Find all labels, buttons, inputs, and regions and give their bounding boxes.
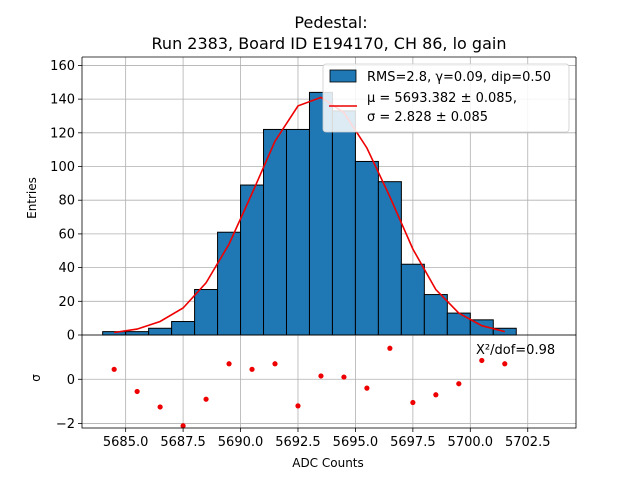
chart-title: Pedestal:	[294, 13, 367, 32]
histogram-bar-14	[423, 294, 448, 336]
legend: RMS=2.8, γ=0.09, dip=0.50 μ = 5693.382 ±…	[322, 63, 570, 133]
residual-point-16	[479, 357, 485, 364]
histogram-bar-15	[446, 312, 471, 336]
main-ytick-label-8: 160	[50, 59, 75, 74]
residual-points	[111, 345, 508, 429]
residual-point-17	[502, 361, 508, 367]
main-y-ticks: 0 20 40 60 80 100 120 140 160	[50, 59, 82, 344]
legend-histogram-swatch	[329, 69, 357, 83]
histogram-bar-13	[400, 263, 425, 336]
histogram-bar-2	[148, 327, 173, 336]
main-ytick-label-6: 120	[50, 126, 75, 141]
residual-point-1	[134, 388, 140, 395]
residual-point-12	[387, 345, 393, 351]
residual-point-0	[111, 366, 117, 372]
main-ytick-label-0: 0	[67, 329, 75, 344]
main-ytick-label-4: 80	[58, 194, 75, 209]
histogram-bar-8	[285, 128, 310, 336]
residual-point-2	[157, 404, 163, 410]
xtick-label-5: 5697.5	[390, 435, 436, 450]
main-y-label: Entries	[25, 177, 39, 219]
residual-point-15	[456, 381, 462, 387]
main-ytick-label-7: 140	[50, 93, 75, 108]
residual-point-5	[226, 361, 232, 367]
residual-point-13	[410, 399, 416, 406]
histogram-bar-11	[354, 160, 379, 336]
residual-y-label: σ	[29, 374, 43, 382]
main-ytick-label-1: 20	[58, 295, 75, 310]
xtick-label-7: 5702.5	[505, 435, 551, 450]
residual-point-7	[272, 361, 278, 367]
xtick-label-3: 5692.5	[275, 435, 321, 450]
residual-point-11	[364, 385, 370, 391]
residual-frame	[81, 334, 577, 429]
residual-point-10	[341, 374, 347, 380]
residual-point-14	[433, 392, 439, 398]
histogram-bar-4	[194, 289, 219, 336]
xtick-label-2: 5690.0	[218, 435, 264, 450]
residual-point-6	[249, 366, 255, 372]
histogram-bars	[102, 91, 517, 336]
histogram-bar-3	[171, 321, 196, 336]
x-ticks: 5685.0 5687.5 5690.0 5692.5 5695.0 5697.5 5700…	[103, 428, 551, 450]
xtick-label-0: 5685.0	[103, 435, 149, 450]
residual-y-ticks: −2 0	[56, 373, 82, 432]
histogram-bar-5	[217, 231, 242, 336]
histogram-bar-10	[331, 110, 356, 336]
chi2-annotation: X²/dof=0.98	[476, 343, 555, 358]
histogram-bar-12	[377, 181, 402, 336]
residual-point-4	[203, 396, 209, 402]
main-ytick-label-3: 60	[58, 227, 75, 242]
xtick-label-4: 5695.0	[333, 435, 379, 450]
histogram-bar-6	[240, 184, 265, 336]
residual-grid	[82, 335, 576, 428]
chart-subtitle: Run 2383, Board ID E194170, CH 86, lo ga…	[152, 34, 507, 53]
histogram-bar-1	[125, 331, 150, 336]
residual-ytick-label-1: 0	[67, 373, 75, 388]
x-axis-label: ADC Counts	[292, 456, 364, 470]
main-ytick-label-5: 100	[50, 160, 75, 175]
xtick-label-1: 5687.5	[160, 435, 206, 450]
residual-point-9	[318, 373, 324, 379]
residual-point-3	[180, 423, 186, 429]
xtick-label-6: 5700.0	[448, 435, 494, 450]
legend-box	[322, 63, 570, 133]
legend-fit-label-1: μ = 5693.382 ± 0.085,	[367, 91, 517, 106]
legend-fit-label-2: σ = 2.828 ± 0.085	[367, 110, 488, 125]
legend-histogram-label: RMS=2.8, γ=0.09, dip=0.50	[367, 70, 551, 85]
residual-point-8	[295, 403, 301, 409]
fit-line	[114, 96, 505, 334]
residual-ytick-label-0: −2	[56, 417, 75, 432]
main-ytick-label-2: 40	[58, 261, 75, 276]
